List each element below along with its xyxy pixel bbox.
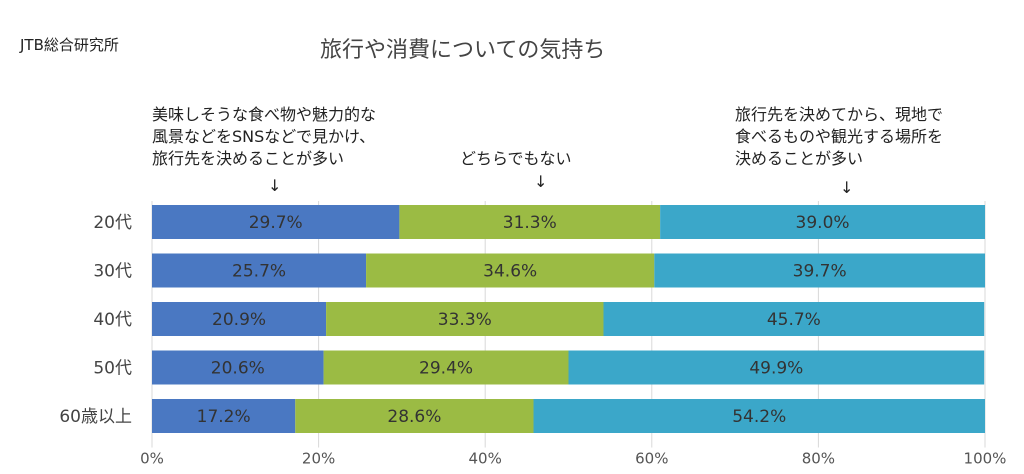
bar-segment: [295, 399, 534, 433]
data-label: 20.6%: [211, 359, 265, 379]
arrow-down-icon: ↓: [534, 172, 548, 191]
bar-segment: [152, 399, 296, 433]
annotation-left: 美味しそうな食べ物や魅力的な 風景などをSNSなどで見かけ、 旅行先を決めること…: [152, 105, 377, 168]
data-label: 39.7%: [793, 262, 847, 282]
bar-segment: [323, 350, 569, 385]
category-label: 20代: [93, 213, 132, 233]
x-tick-label: 60%: [635, 450, 668, 468]
x-tick-label: 100%: [964, 450, 1007, 468]
category-label: 30代: [93, 262, 132, 282]
data-label: 34.6%: [483, 262, 537, 282]
bar-segment: [152, 253, 367, 288]
data-label: 54.2%: [732, 407, 786, 427]
bar-segment: [603, 302, 985, 336]
data-label: 45.7%: [767, 310, 821, 330]
data-label: 31.3%: [503, 213, 557, 233]
chart-title: 旅行や消費についての気持ち: [320, 38, 606, 63]
data-label: 20.9%: [212, 310, 266, 330]
data-label: 25.7%: [232, 262, 286, 282]
category-label: 40代: [93, 310, 132, 330]
data-label: 39.0%: [796, 213, 850, 233]
data-label: 49.9%: [749, 359, 803, 379]
bar-segment: [366, 253, 655, 288]
x-tick-label: 80%: [802, 450, 835, 468]
annotation-middle: どちらでもない: [460, 149, 572, 168]
bar-segment: [152, 350, 324, 385]
x-tick-label: 20%: [302, 450, 335, 468]
arrow-down-icon: ↓: [268, 176, 282, 195]
bar-segment: [533, 399, 985, 433]
data-label: 28.6%: [387, 407, 441, 427]
x-tick-label: 0%: [140, 450, 164, 468]
data-label: 33.3%: [438, 310, 492, 330]
arrow-down-icon: ↓: [840, 178, 854, 197]
bar-segment: [654, 253, 985, 288]
bar-segment: [568, 350, 985, 385]
data-label: 17.2%: [197, 407, 251, 427]
data-label: 29.4%: [419, 359, 473, 379]
x-tick-label: 40%: [469, 450, 502, 468]
bar-segment: [660, 205, 985, 239]
bar-segment: [399, 205, 661, 239]
category-label: 60歳以上: [59, 407, 132, 427]
annotation-right: 旅行先を決めてから、現地で 食べるものや観光する場所を 決めることが多い: [735, 105, 944, 168]
bar-segment: [326, 302, 604, 336]
data-label: 29.7%: [249, 213, 303, 233]
source-label: JTB総合研究所: [20, 36, 119, 54]
bar-segment: [152, 302, 327, 336]
bar-segment: [152, 205, 400, 239]
category-label: 50代: [93, 359, 132, 379]
